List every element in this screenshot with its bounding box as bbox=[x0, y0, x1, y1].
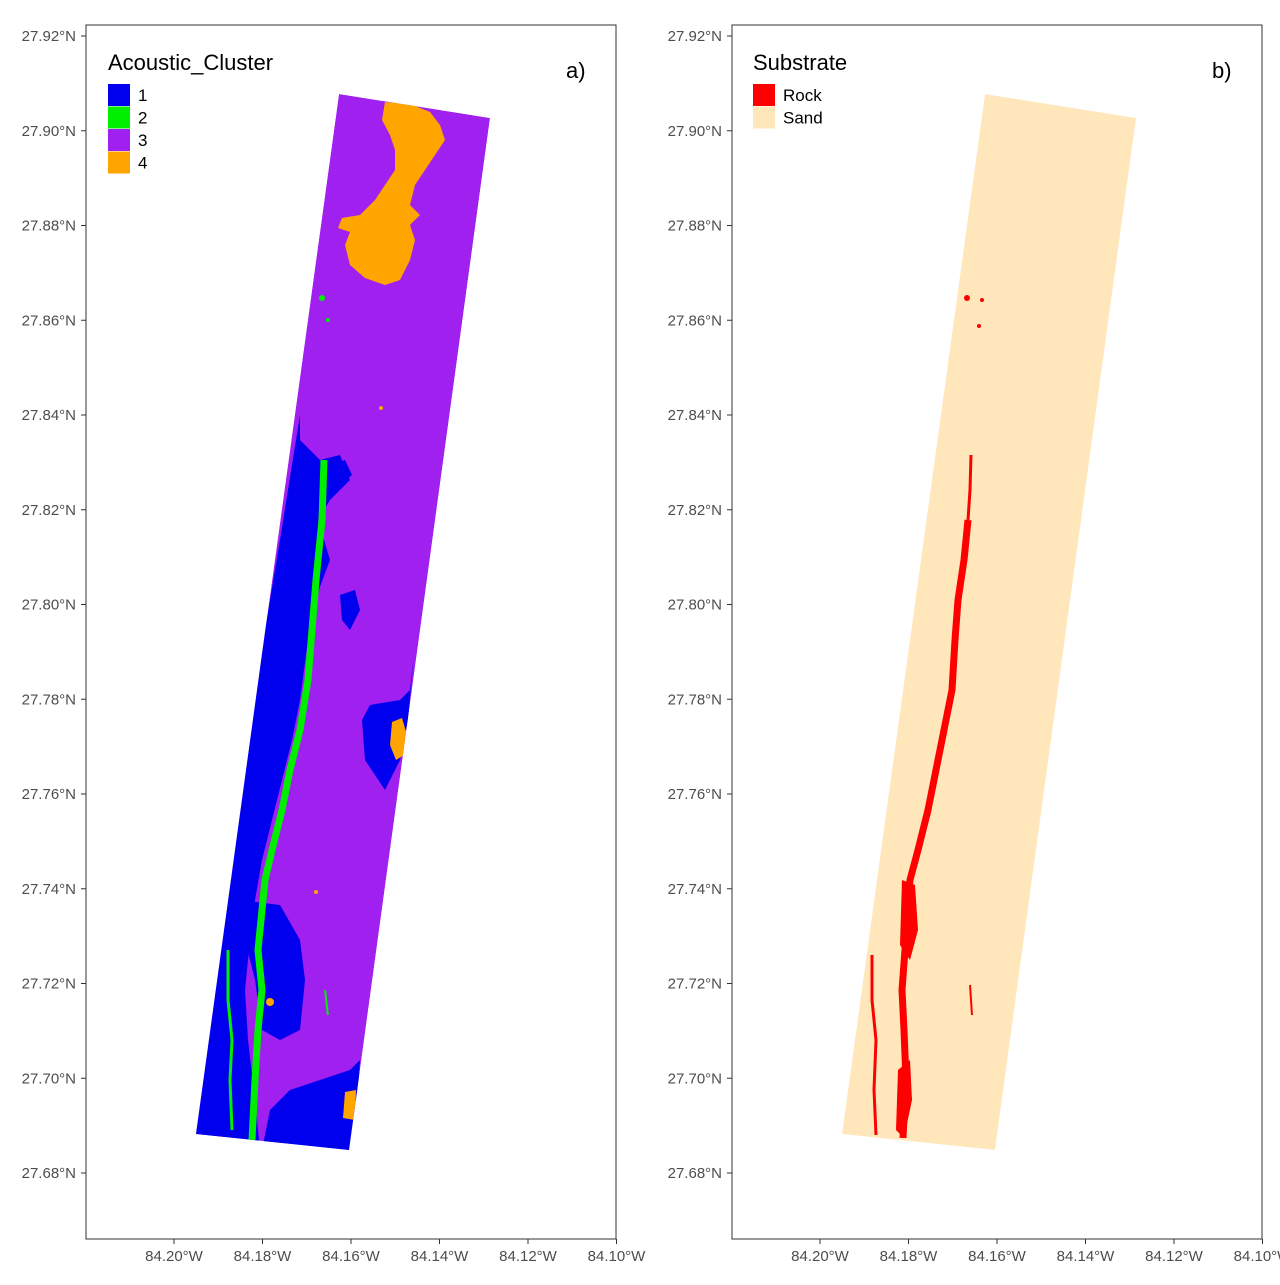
panel-a-lat-tick-label: 27.70°N bbox=[22, 1070, 76, 1087]
lon-axis-a: 84.20°W 84.18°W 84.16°W 84.14°W 84.12°W 84.10… bbox=[145, 1239, 646, 1265]
panel-b-legend-label-sand: Sand bbox=[783, 109, 823, 128]
cluster-3-area bbox=[196, 94, 490, 1150]
rock-ridge-upper bbox=[966, 454, 973, 521]
panel-b-lon-tick-label: 84.10°W bbox=[1234, 1248, 1280, 1265]
cluster-2-spot bbox=[324, 989, 329, 1016]
panel-a-legend-swatch-1 bbox=[108, 84, 130, 106]
cluster-2-ridge bbox=[248, 459, 328, 1141]
panel-b-lat-tick-label: 27.76°N bbox=[668, 786, 722, 803]
panel-a-lat-tick-label: 27.72°N bbox=[22, 976, 76, 993]
panel-b-lat-tick-label: 27.90°N bbox=[668, 123, 722, 140]
panel-b-lon-tick-label: 84.16°W bbox=[968, 1248, 1027, 1265]
rock-fleck bbox=[969, 984, 973, 1016]
panel-a: 27.92°N 27.90°N 27.88°N 27.86°N 27.84°N 27.82… bbox=[22, 24, 646, 1265]
cluster-4-south-patch bbox=[343, 1090, 356, 1120]
rock-dot-3 bbox=[977, 324, 981, 328]
panel-b-legend-label-rock: Rock bbox=[783, 86, 822, 105]
panel-b-lon-tick-label: 84.20°W bbox=[791, 1248, 850, 1265]
legend-a-title: Acoustic_Cluster bbox=[108, 50, 273, 75]
lat-axis-a: 27.92°N 27.90°N 27.88°N 27.86°N 27.84°N 27.82… bbox=[22, 28, 86, 1182]
panel-a-legend-swatch-4 bbox=[108, 151, 130, 174]
cluster-2-dot bbox=[319, 295, 325, 301]
cluster-1-spot bbox=[340, 590, 360, 630]
panel-b-lat-tick-label: 27.80°N bbox=[668, 597, 722, 614]
acoustic-cluster-map bbox=[196, 94, 490, 1150]
panel-b-lat-tick-label: 27.82°N bbox=[668, 502, 722, 519]
cluster-4-east-patch bbox=[390, 718, 407, 760]
panel-a-lat-tick-label: 27.84°N bbox=[22, 407, 76, 424]
rock-patch-south bbox=[896, 1060, 912, 1138]
panel-b-lat-tick-label: 27.74°N bbox=[668, 881, 722, 898]
cluster-1-area-west bbox=[196, 415, 350, 1150]
cluster-4-dot-3 bbox=[314, 890, 318, 894]
legend-a: Acoustic_Cluster 1 2 3 4 bbox=[108, 50, 273, 174]
cluster-4-north-patch bbox=[338, 102, 445, 285]
panel-b-legend-swatch-sand bbox=[753, 106, 775, 129]
panel-a-lon-tick-label: 84.10°W bbox=[588, 1248, 647, 1265]
panel-a-label: a) bbox=[566, 58, 586, 83]
panel-a-legend-label-2: 2 bbox=[138, 109, 147, 128]
rock-dot-2 bbox=[980, 298, 984, 302]
cluster-4-dot bbox=[266, 998, 274, 1006]
panel-b-lon-tick-label: 84.18°W bbox=[880, 1248, 939, 1265]
panel-a-lon-tick-label: 84.14°W bbox=[411, 1248, 470, 1265]
panel-b: 27.92°N 27.90°N 27.88°N 27.86°N 27.84°N 27.82… bbox=[668, 24, 1280, 1265]
panel-b-label: b) bbox=[1212, 58, 1232, 83]
panel-b-lat-tick-label: 27.84°N bbox=[668, 407, 722, 424]
panel-a-lat-tick-label: 27.74°N bbox=[22, 881, 76, 898]
panel-a-lat-tick-label: 27.92°N bbox=[22, 28, 76, 45]
panel-a-lat-tick-label: 27.82°N bbox=[22, 502, 76, 519]
panel-b-lat-tick-label: 27.70°N bbox=[668, 1070, 722, 1087]
rock-ridge bbox=[898, 519, 972, 1139]
lon-axis-b: 84.20°W 84.18°W 84.16°W 84.14°W 84.12°W 84.10… bbox=[791, 1239, 1280, 1265]
cluster-4-dot-2 bbox=[379, 406, 383, 410]
panel-a-lat-tick-label: 27.68°N bbox=[22, 1165, 76, 1182]
lat-axis-b: 27.92°N 27.90°N 27.88°N 27.86°N 27.84°N 27.82… bbox=[668, 28, 732, 1182]
cluster-1-area-east bbox=[362, 655, 414, 790]
panel-a-legend-label-4: 4 bbox=[138, 154, 147, 173]
panel-a-lat-tick-label: 27.88°N bbox=[22, 218, 76, 235]
panel-a-lat-tick-label: 27.86°N bbox=[22, 312, 76, 329]
panel-a-legend-swatch-2 bbox=[108, 106, 130, 129]
panel-a-lat-tick-label: 27.80°N bbox=[22, 597, 76, 614]
panel-a-lat-tick-label: 27.90°N bbox=[22, 123, 76, 140]
panel-b-lat-tick-label: 27.78°N bbox=[668, 691, 722, 708]
legend-b: Substrate Rock Sand bbox=[753, 50, 847, 129]
panel-a-lon-tick-label: 84.16°W bbox=[322, 1248, 381, 1265]
panel-a-legend-label-1: 1 bbox=[138, 86, 147, 105]
panel-b-lat-tick-label: 27.86°N bbox=[668, 312, 722, 329]
panel-a-lat-tick-label: 27.78°N bbox=[22, 691, 76, 708]
panel-b-lon-tick-label: 84.12°W bbox=[1145, 1248, 1204, 1265]
panel-a-lon-tick-label: 84.20°W bbox=[145, 1248, 204, 1265]
panel-b-legend-swatch-rock bbox=[753, 84, 775, 106]
rock-dot bbox=[964, 295, 970, 301]
panel-a-lon-tick-label: 84.12°W bbox=[499, 1248, 558, 1265]
panel-b-lat-tick-label: 27.72°N bbox=[668, 976, 722, 993]
panel-a-lat-tick-label: 27.76°N bbox=[22, 786, 76, 803]
substrate-map bbox=[842, 94, 1136, 1150]
panel-b-lat-tick-label: 27.88°N bbox=[668, 218, 722, 235]
cluster-2-dot-2 bbox=[326, 318, 330, 322]
panel-b-lat-tick-label: 27.92°N bbox=[668, 28, 722, 45]
rock-ridge-west bbox=[870, 955, 878, 1136]
cluster-1-spot-2 bbox=[330, 460, 352, 485]
sand-area bbox=[842, 94, 1136, 1150]
panel-a-legend-label-3: 3 bbox=[138, 131, 147, 150]
panel-a-lon-tick-label: 84.18°W bbox=[234, 1248, 293, 1265]
panel-b-lat-tick-label: 27.68°N bbox=[668, 1165, 722, 1182]
legend-b-title: Substrate bbox=[753, 50, 847, 75]
panel-b-lon-tick-label: 84.14°W bbox=[1057, 1248, 1116, 1265]
panel-a-legend-swatch-3 bbox=[108, 129, 130, 151]
cluster-2-ridge-secondary bbox=[226, 950, 234, 1131]
cluster-1-area-south bbox=[262, 1060, 360, 1150]
rock-patch-mid bbox=[900, 880, 918, 960]
